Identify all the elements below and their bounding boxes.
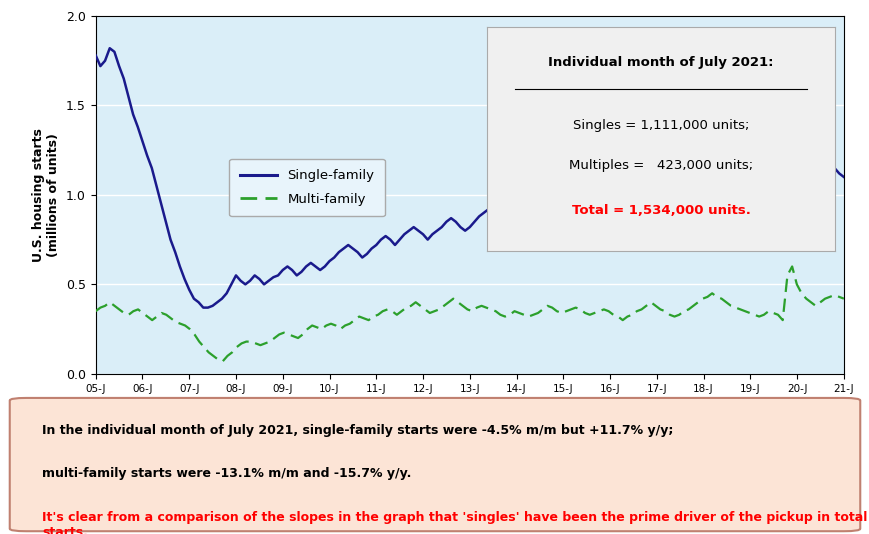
X-axis label: Year and month: Year and month	[408, 402, 531, 416]
Text: Total = 1,534,000 units.: Total = 1,534,000 units.	[571, 204, 750, 217]
Y-axis label: U.S. housing starts
(millions of units): U.S. housing starts (millions of units)	[32, 128, 60, 262]
Text: Singles = 1,111,000 units;: Singles = 1,111,000 units;	[573, 119, 748, 132]
Text: Multiples =   423,000 units;: Multiples = 423,000 units;	[568, 159, 753, 172]
Text: It's clear from a comparison of the slopes in the graph that 'singles' have been: It's clear from a comparison of the slop…	[43, 511, 867, 534]
FancyBboxPatch shape	[10, 398, 859, 531]
Legend: Single-family, Multi-family: Single-family, Multi-family	[229, 159, 385, 216]
Text: Individual month of July 2021:: Individual month of July 2021:	[547, 56, 773, 69]
Text: multi-family starts were -13.1% m/m and -15.7% y/y.: multi-family starts were -13.1% m/m and …	[43, 467, 415, 480]
Text: In the individual month of July 2021, single-family starts were -4.5% m/m but +1: In the individual month of July 2021, si…	[43, 423, 673, 437]
